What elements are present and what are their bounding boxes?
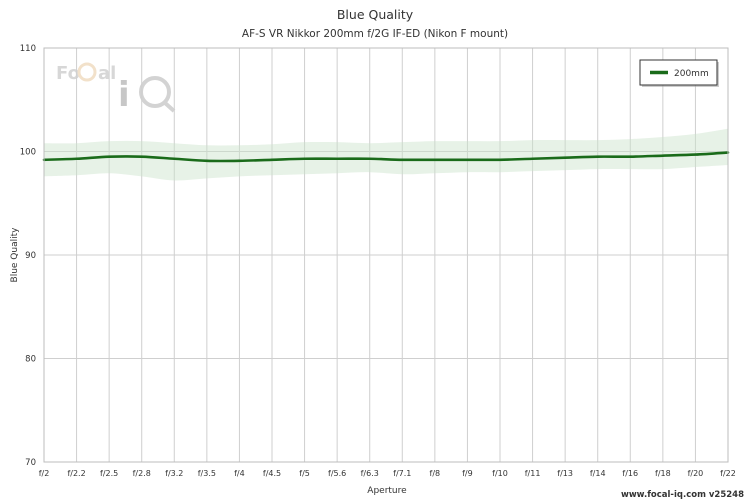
x-tick-label: f/7.1 — [393, 469, 411, 478]
x-tick-label: f/22 — [720, 469, 736, 478]
legend: 200mm — [639, 59, 719, 87]
footer-credit: www.focal-iq.com v25248 — [621, 490, 744, 500]
svg-text:Fo: Fo — [56, 63, 80, 84]
series-line-200mm — [42, 151, 730, 163]
x-tick-label: f/2 — [39, 469, 50, 478]
y-tick-label: 80 — [25, 355, 36, 365]
y-tick-label: 100 — [20, 148, 36, 158]
x-tick-label: f/14 — [590, 469, 606, 478]
y-tick-label: 90 — [25, 251, 36, 261]
x-tick-label: f/5 — [299, 469, 310, 478]
x-tick-label: f/3.5 — [198, 469, 216, 478]
x-tick-label: f/2.5 — [100, 469, 118, 478]
confidence-bands — [44, 128, 728, 181]
svg-text:i: i — [118, 75, 130, 115]
x-tick-label: f/11 — [525, 469, 541, 478]
series-lines — [42, 151, 730, 163]
x-tick-label: f/3.2 — [165, 469, 183, 478]
x-tick-label: f/4 — [234, 469, 245, 478]
svg-text:al: al — [98, 63, 116, 84]
x-tick-label: f/6.3 — [361, 469, 379, 478]
x-tick-label: f/2.2 — [67, 469, 85, 478]
y-axis-label: Blue Quality — [10, 227, 20, 283]
x-axis-label: Aperture — [367, 486, 407, 496]
x-tick-label: f/16 — [622, 469, 638, 478]
x-tick-label: f/8 — [430, 469, 441, 478]
chart-title: Blue Quality — [337, 7, 414, 22]
confidence-band-200mm — [44, 128, 728, 181]
x-tick-label: f/5.6 — [328, 469, 346, 478]
x-tick-label: f/2.8 — [133, 469, 151, 478]
x-tick-label: f/9 — [462, 469, 473, 478]
y-tick-label: 110 — [20, 44, 36, 54]
x-tick-label: f/18 — [655, 469, 671, 478]
plot-frame — [43, 47, 729, 463]
focal-iq-logo: Fo al i — [56, 62, 176, 115]
x-tick-label: f/4.5 — [263, 469, 281, 478]
legend-label: 200mm — [674, 69, 709, 79]
y-tick-label: 70 — [25, 458, 36, 468]
x-tick-label: f/20 — [688, 469, 704, 478]
grid — [43, 47, 729, 463]
chart-subtitle: AF-S VR Nikkor 200mm f/2G IF-ED (Nikon F… — [242, 28, 508, 40]
axes: 70 80 90 100 110 f/2 f/2.2 f/2.5 f/2.8 f/3.2 f/3.5… — [20, 44, 736, 478]
x-tick-label: f/10 — [492, 469, 508, 478]
x-tick-label: f/13 — [557, 469, 573, 478]
